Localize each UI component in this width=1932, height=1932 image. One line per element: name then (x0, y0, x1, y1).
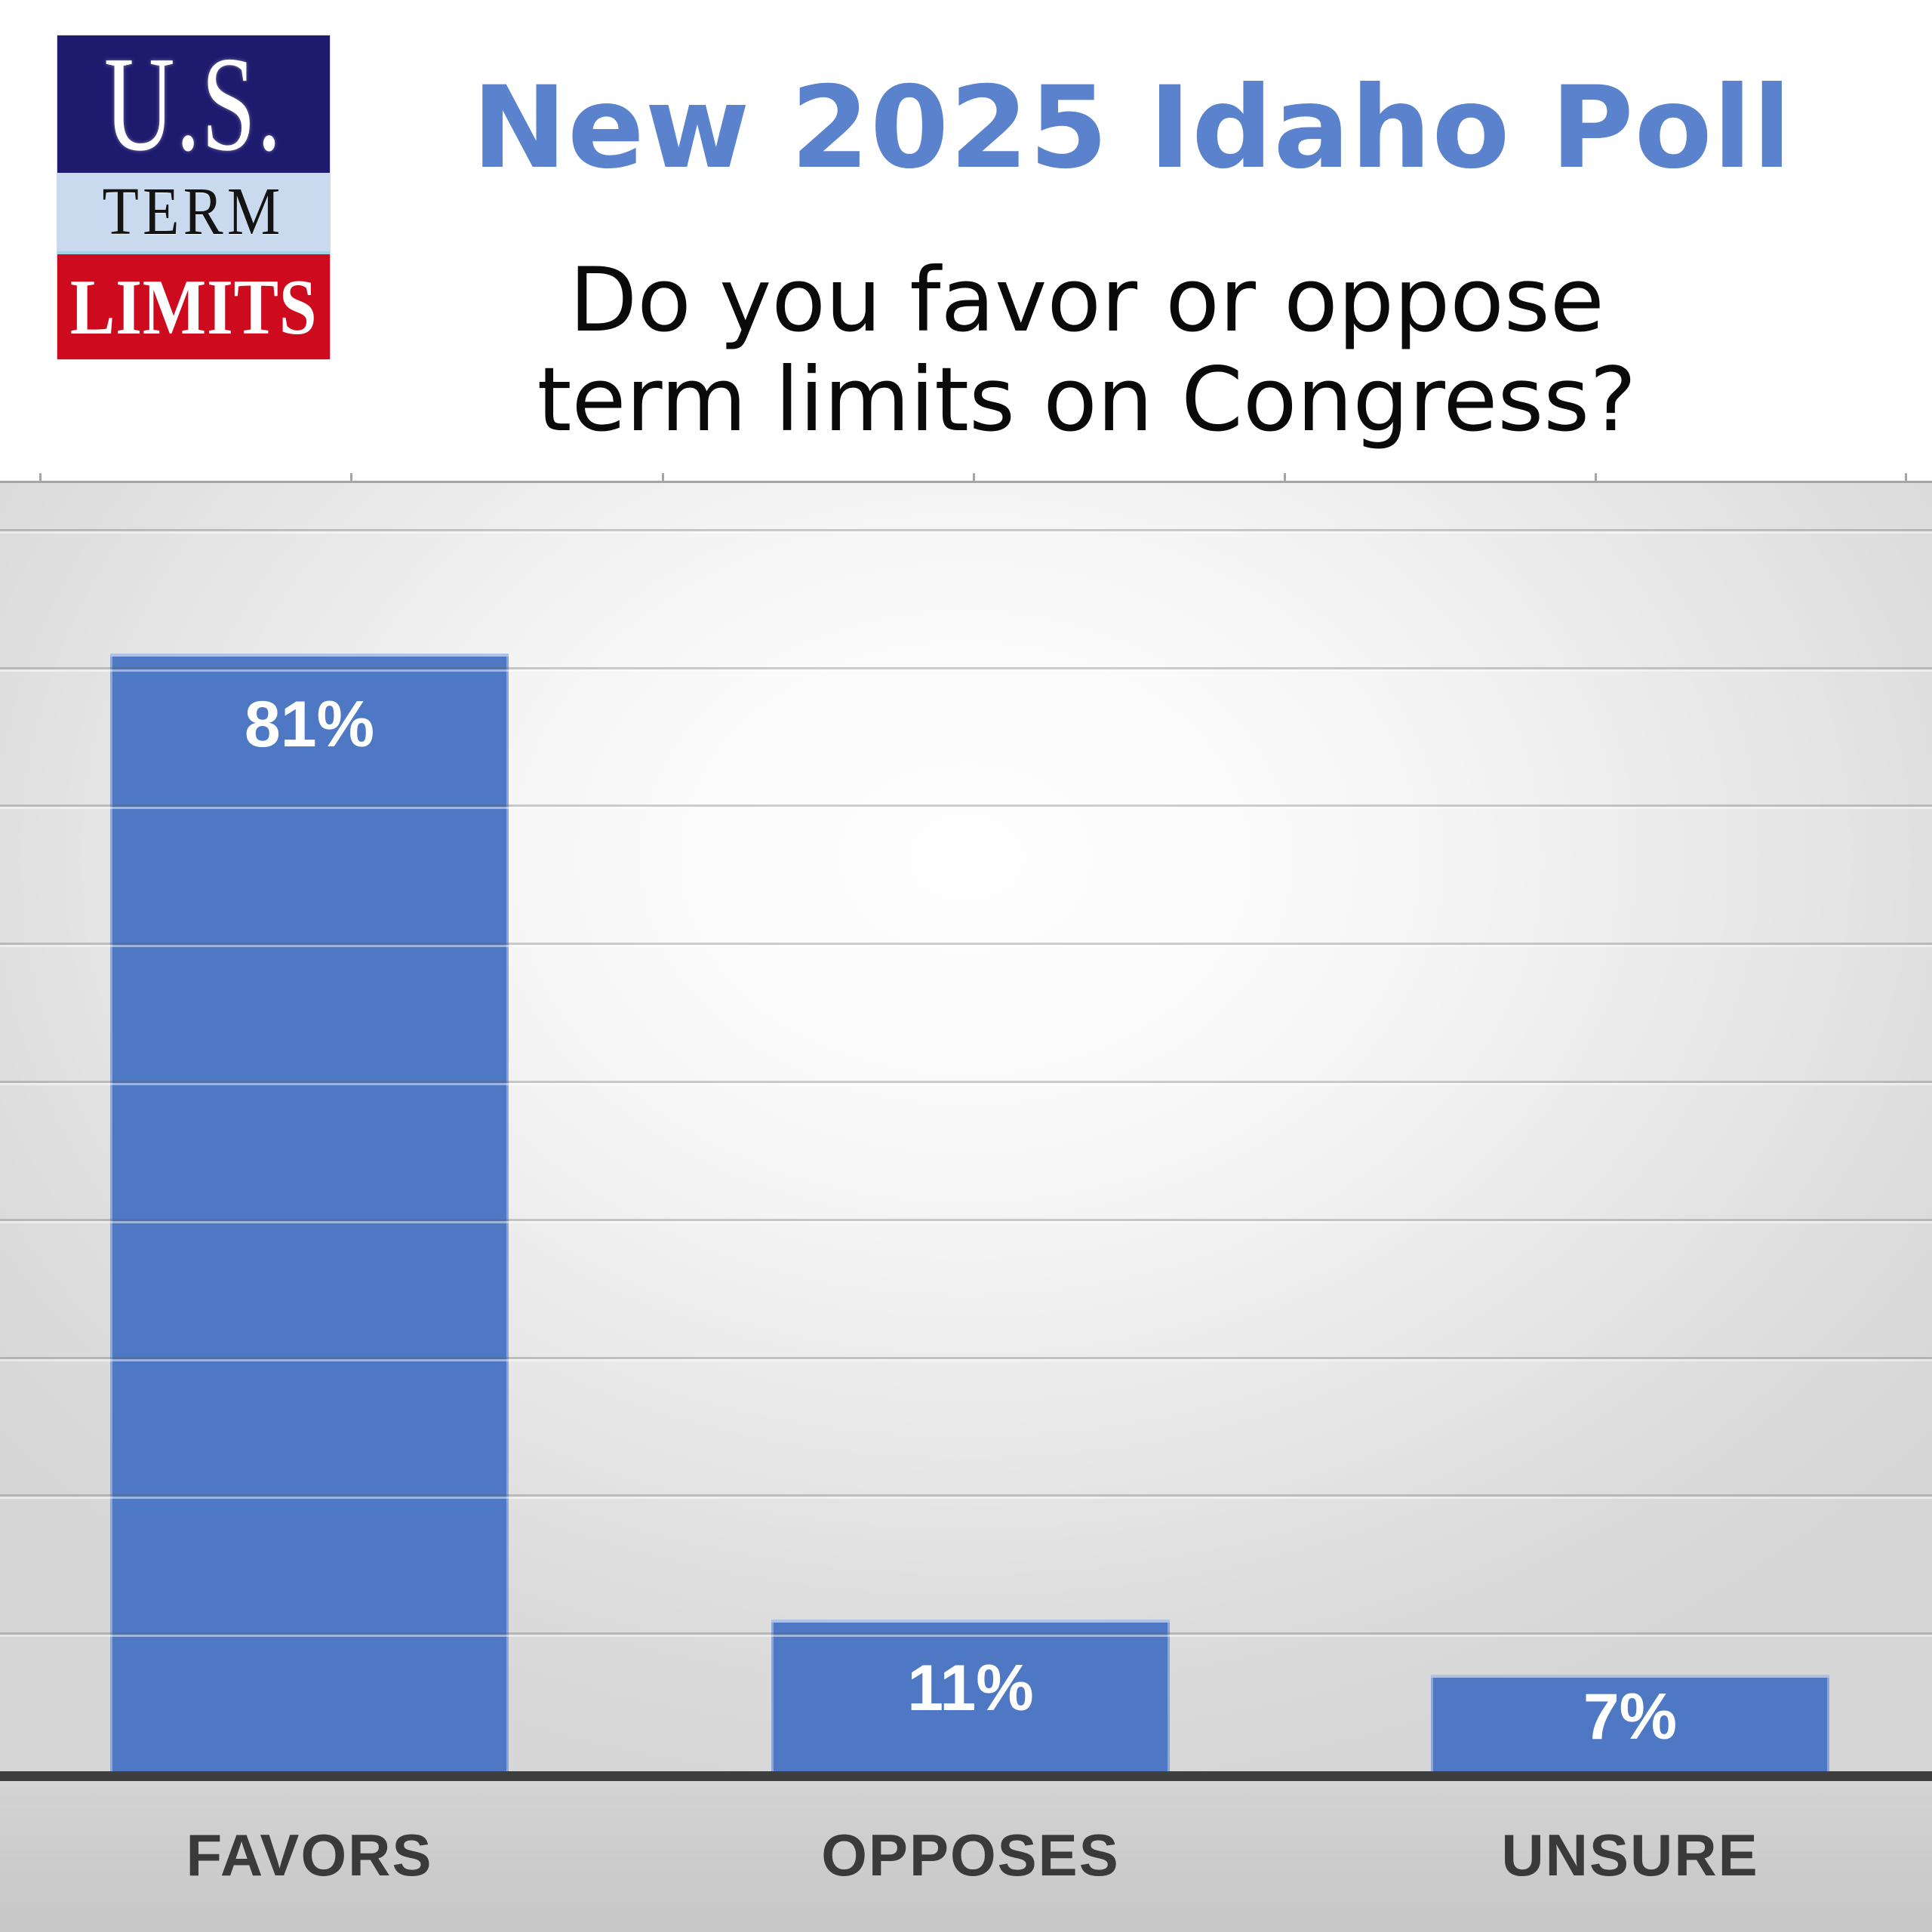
top-axis-tick (973, 473, 975, 481)
top-axis-tick (39, 473, 42, 481)
gridline-50pct (0, 1081, 1932, 1083)
gridline-10pct (0, 1632, 1932, 1635)
bar-unsure: 7% (1431, 1675, 1829, 1771)
us-term-limits-logo: U.S. TERM LIMITS (57, 35, 330, 359)
gridline-60pct (0, 943, 1932, 945)
category-axis-band (0, 1781, 1932, 1932)
logo-text-limits: LIMITS (69, 263, 318, 351)
poll-question-line-2: term limits on Congress? (537, 348, 1637, 451)
gridline-90pct (0, 529, 1932, 531)
bar-value-label: 81% (244, 688, 375, 761)
gridline-20pct (0, 1494, 1932, 1497)
poll-question-line-1: Do you favor or oppose (569, 248, 1604, 352)
category-label-favors: FAVORS (186, 1822, 433, 1888)
logo-text-us: U.S. (104, 35, 283, 173)
category-label-unsure: UNSURE (1501, 1822, 1759, 1888)
top-axis-tick (350, 473, 352, 481)
chart-top-border (0, 481, 1932, 483)
poll-question: Do you favor or oppose term limits on Co… (332, 251, 1841, 450)
top-axis-tick (1284, 473, 1286, 481)
top-axis-tick (1905, 473, 1907, 481)
logo-text-term: TERM (102, 174, 285, 249)
top-axis-tick (1595, 473, 1597, 481)
x-axis-line (0, 1771, 1932, 1781)
bar-value-label: 7% (1583, 1681, 1678, 1753)
gridline-70pct (0, 804, 1932, 807)
logo-band-lightblue: TERM (57, 173, 330, 254)
logo-band-navy: U.S. (57, 35, 330, 173)
poll-title: New 2025 Idaho Poll (472, 63, 1792, 194)
bar-value-label: 11% (907, 1651, 1034, 1724)
bar-opposes: 11% (771, 1620, 1170, 1771)
gridline-80pct (0, 667, 1932, 669)
bar-chart: 81% FAVORS 11% OPPOSES 7% UNSURE (0, 473, 1932, 1932)
top-axis-tick (662, 473, 664, 481)
gridline-30pct (0, 1357, 1932, 1359)
bar-favors: 81% (110, 654, 509, 1771)
logo-band-red: LIMITS (57, 254, 330, 359)
gridline-40pct (0, 1219, 1932, 1221)
category-label-opposes: OPPOSES (821, 1822, 1120, 1888)
